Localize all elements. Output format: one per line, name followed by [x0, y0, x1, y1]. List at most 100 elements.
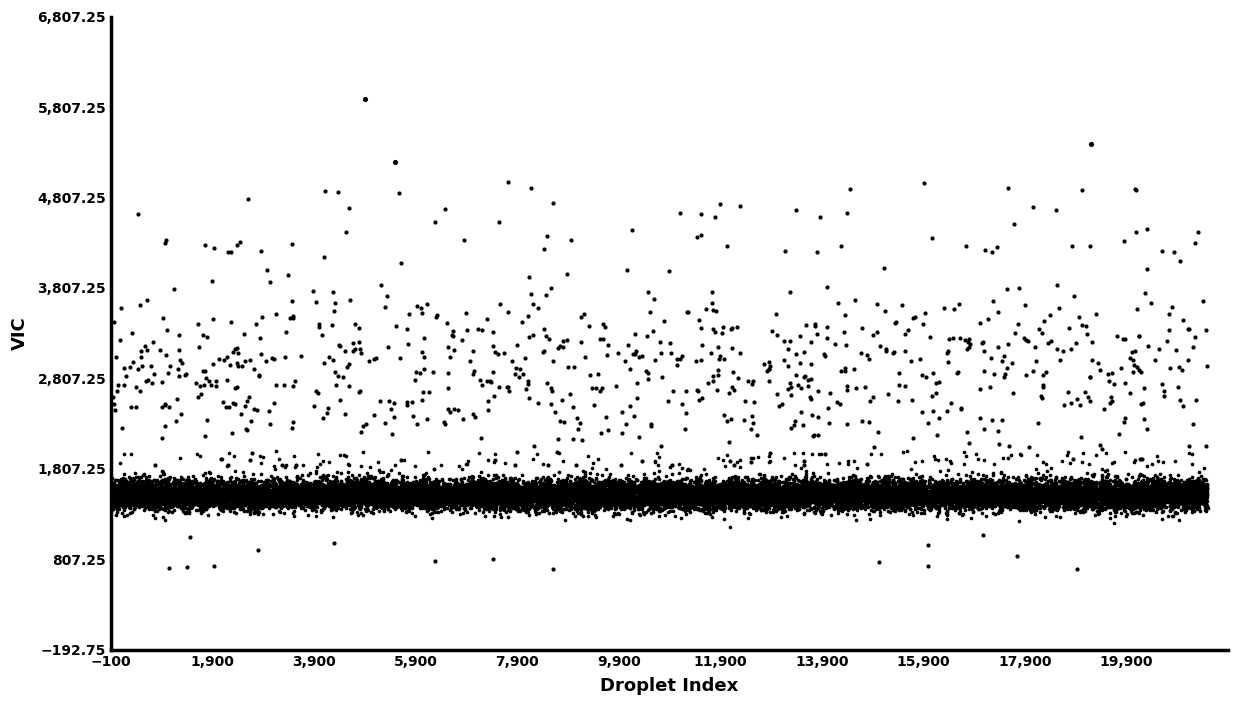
Point	[826, 498, 846, 509]
Point	[394, 478, 414, 489]
Point	[893, 493, 913, 504]
Point	[813, 482, 833, 493]
Point	[477, 489, 497, 501]
Point	[202, 275, 222, 287]
Point	[875, 485, 895, 496]
Point	[232, 487, 252, 498]
Point	[908, 486, 928, 498]
Point	[999, 493, 1018, 505]
Point	[150, 501, 170, 512]
Point	[499, 482, 519, 493]
Point	[843, 482, 862, 493]
Point	[591, 492, 611, 503]
Point	[975, 495, 995, 506]
Point	[1010, 490, 1030, 501]
Point	[263, 484, 282, 496]
Point	[1186, 495, 1206, 506]
Point	[1083, 486, 1103, 497]
Point	[571, 477, 591, 489]
Point	[1146, 489, 1166, 500]
Point	[950, 484, 970, 495]
Point	[302, 505, 322, 516]
Point	[705, 491, 725, 502]
Point	[866, 487, 886, 498]
Point	[274, 508, 294, 519]
Point	[282, 239, 302, 250]
Point	[444, 488, 463, 499]
Point	[850, 481, 870, 493]
Point	[230, 482, 250, 493]
Point	[295, 491, 315, 503]
Point	[753, 500, 773, 511]
Point	[750, 493, 769, 505]
Point	[232, 489, 252, 501]
Point	[1022, 489, 1042, 501]
Point	[870, 503, 890, 515]
Point	[731, 501, 751, 512]
Point	[206, 484, 225, 495]
Point	[892, 486, 912, 497]
Point	[483, 486, 503, 497]
Point	[933, 492, 953, 503]
Point	[961, 489, 981, 501]
Point	[1032, 481, 1052, 492]
Point	[517, 493, 536, 504]
Point	[885, 495, 904, 506]
Point	[316, 489, 336, 500]
Point	[456, 481, 476, 493]
Point	[784, 484, 804, 495]
Point	[1173, 488, 1193, 499]
Point	[343, 493, 363, 504]
Point	[548, 488, 567, 499]
Point	[265, 486, 285, 497]
Point	[705, 477, 725, 488]
Point	[691, 484, 711, 495]
Point	[1152, 486, 1172, 498]
Point	[864, 500, 883, 511]
Point	[752, 490, 772, 501]
Point	[626, 480, 646, 491]
Point	[159, 491, 178, 502]
Point	[694, 500, 714, 511]
Point	[997, 479, 1017, 490]
Point	[499, 486, 519, 497]
Point	[1100, 485, 1120, 496]
Point	[1038, 489, 1058, 501]
Point	[695, 486, 715, 497]
Point	[995, 493, 1015, 504]
Point	[1188, 500, 1208, 511]
Point	[1137, 491, 1157, 502]
Point	[115, 492, 135, 503]
Point	[327, 492, 347, 503]
Point	[947, 498, 966, 510]
Point	[219, 493, 239, 504]
Point	[284, 497, 304, 508]
Point	[294, 490, 313, 501]
Point	[1057, 481, 1077, 492]
Point	[183, 488, 203, 499]
Point	[987, 498, 1007, 510]
Point	[212, 498, 232, 510]
Point	[703, 492, 722, 503]
Point	[878, 470, 898, 481]
Point	[694, 493, 714, 504]
Point	[369, 483, 389, 494]
Point	[906, 487, 926, 498]
Point	[569, 489, 589, 500]
Point	[165, 483, 185, 494]
Point	[1052, 473, 1072, 484]
Point	[693, 393, 712, 404]
Point	[650, 491, 670, 503]
Point	[369, 493, 389, 504]
Point	[1089, 493, 1109, 505]
Point	[685, 490, 705, 501]
Point	[389, 490, 409, 501]
Point	[113, 486, 133, 497]
Point	[834, 490, 854, 501]
Point	[1004, 498, 1023, 509]
Point	[887, 488, 907, 499]
Point	[565, 495, 585, 506]
Point	[405, 489, 425, 501]
Point	[491, 486, 510, 497]
Point	[544, 497, 564, 508]
